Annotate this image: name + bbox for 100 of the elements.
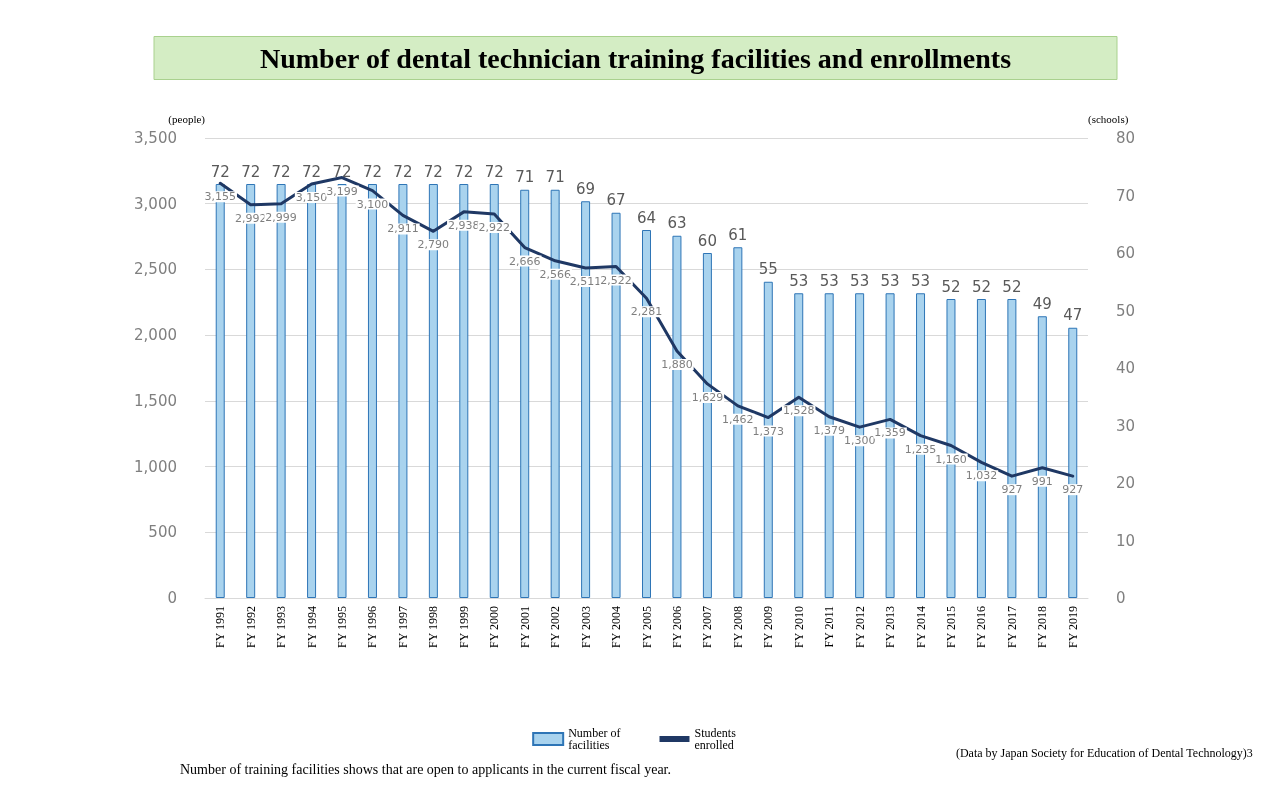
data-label: 61 — [728, 225, 748, 244]
data-label: 2,522 — [600, 273, 632, 287]
data-label: 72 — [210, 162, 230, 181]
data-label: 47 — [1063, 306, 1083, 325]
data-label: 52 — [971, 277, 991, 296]
data-label: 991 — [1031, 474, 1053, 488]
data-label: 3,100 — [356, 197, 389, 211]
x-tick-label: FY 2010 — [791, 606, 806, 648]
data-label: 1,300 — [843, 434, 876, 448]
data-label: 1,629 — [691, 390, 724, 404]
data-label: 1,373 — [752, 424, 785, 438]
x-tick-label: FY 2003 — [578, 606, 593, 648]
data-label: 2,992 — [234, 211, 267, 225]
data-label: 1,528 — [782, 404, 815, 418]
x-tick-label: FY 2014 — [913, 606, 928, 648]
data-label: 72 — [362, 162, 383, 181]
chart-title: Number of dental technician training facilities and enrollments — [259, 42, 1012, 74]
data-label: 53 — [850, 271, 870, 290]
data-label: 2,511 — [569, 274, 602, 288]
y2-tick-label: 60 — [1116, 244, 1136, 262]
data-label: 2,666 — [508, 254, 541, 268]
data-label: 49 — [1032, 294, 1052, 313]
y2-tick-label: 30 — [1116, 416, 1136, 435]
data-label: 63 — [667, 214, 687, 233]
data-label: 71 — [545, 168, 565, 187]
x-tick-label: FY 2008 — [730, 606, 745, 648]
data-label: 2,790 — [417, 238, 450, 252]
data-label: 1,379 — [813, 423, 845, 437]
legend-label: Number of facilities — [568, 726, 624, 752]
y-tick-label: 500 — [148, 523, 177, 542]
data-label: 69 — [576, 179, 596, 198]
x-tick-label: FY 1995 — [335, 606, 350, 648]
data-label: 1,032 — [965, 469, 998, 483]
y2-tick-label: 20 — [1116, 474, 1136, 492]
x-tick-label: FY 1994 — [304, 606, 319, 648]
data-label: 2,922 — [478, 220, 511, 234]
x-tick-label: FY 2004 — [609, 606, 624, 648]
x-tick-label: FY 2005 — [639, 606, 654, 648]
data-label: 60 — [697, 231, 717, 250]
x-tick-label: FY 2002 — [548, 606, 563, 648]
x-tick-label: FY 1997 — [395, 606, 410, 648]
x-tick-label: FY 2011 — [822, 606, 837, 648]
data-label: 1,160 — [935, 452, 967, 466]
x-tick-label: FY 2015 — [943, 606, 958, 648]
y2-tick-label: 50 — [1116, 301, 1136, 320]
data-label: 53 — [910, 271, 931, 290]
data-label: 2,566 — [539, 267, 571, 281]
data-label: 2,938 — [448, 218, 480, 232]
y2-tick-label: 40 — [1116, 359, 1136, 377]
data-label: 72 — [302, 162, 322, 181]
x-tick-label: FY 2013 — [883, 606, 898, 648]
y-tick-label: 1,000 — [134, 457, 177, 476]
data-label: 2,281 — [630, 305, 663, 319]
y-tick-label: 2,000 — [134, 326, 177, 345]
x-tick-label: FY 1996 — [365, 606, 380, 648]
data-label: 72 — [393, 162, 413, 181]
data-label: 72 — [423, 162, 443, 181]
y-tick-label: 2,500 — [134, 260, 177, 279]
legend-label: Students enrolled — [694, 726, 739, 752]
x-tick-label: FY 2007 — [700, 606, 715, 648]
x-tick-label: FY 2001 — [517, 606, 532, 648]
text: Number of training facilities shows that are open to applicants in the current fiscal year. — [180, 761, 672, 777]
y2-tick-label: 70 — [1116, 186, 1136, 205]
data-label: 67 — [606, 191, 626, 210]
data-label: 1,880 — [661, 357, 693, 371]
data-label: 3,155 — [204, 190, 236, 204]
data-label: 53 — [789, 271, 809, 290]
x-tick-label: FY 1993 — [274, 606, 289, 648]
data-label: 53 — [880, 271, 900, 290]
x-tick-label: FY 2009 — [761, 606, 776, 648]
y2-tick-label: 80 — [1116, 129, 1136, 147]
y2-tick-label: 10 — [1116, 531, 1136, 550]
data-label: 927 — [1001, 483, 1023, 497]
x-tick-label: FY 2018 — [1035, 606, 1050, 648]
data-label: 72 — [454, 162, 474, 181]
x-tick-label: FY 1999 — [456, 606, 471, 648]
x-tick-label: FY 2006 — [669, 606, 684, 648]
y2-axis-title: (schools) — [1088, 112, 1129, 126]
data-label: 1,359 — [874, 426, 906, 440]
data-label: 72 — [241, 162, 261, 181]
data-label: 1,462 — [722, 412, 754, 426]
data-label: 3,150 — [295, 191, 328, 204]
data-label: 2,999 — [265, 210, 297, 224]
data-label: 3,199 — [326, 184, 358, 198]
data-label: 72 — [332, 162, 352, 181]
data-label: 2,911 — [387, 222, 419, 236]
data-label: 53 — [819, 271, 839, 290]
x-tick-label: FY 2016 — [974, 606, 989, 648]
data-label: 64 — [636, 208, 657, 227]
x-tick-label: FY 2000 — [487, 606, 502, 648]
data-label: 55 — [758, 260, 778, 279]
x-tick-label: FY 2012 — [852, 606, 867, 648]
data-label: 52 — [1002, 277, 1022, 296]
x-tick-label: FY 2019 — [1065, 606, 1080, 648]
data-label: 1,235 — [904, 442, 937, 456]
y-tick-label: 3,000 — [134, 194, 177, 213]
y2-tick-label: 0 — [1116, 589, 1126, 607]
y-axis-title: (people) — [168, 112, 206, 126]
y-tick-label: 0 — [167, 589, 177, 607]
data-label: 72 — [484, 162, 504, 181]
